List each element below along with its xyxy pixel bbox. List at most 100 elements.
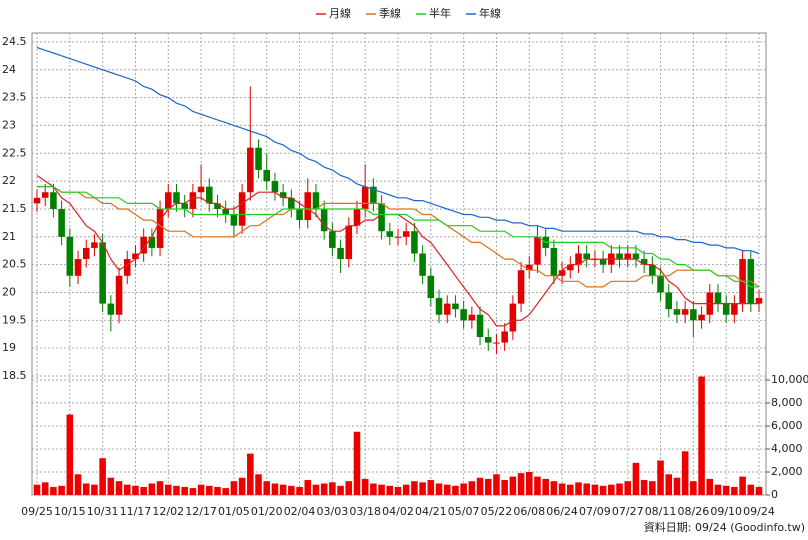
- x-tick-label: 07/09: [579, 505, 611, 518]
- volume-bar: [616, 483, 623, 495]
- candle-body: [312, 192, 320, 209]
- y2-tick-label: 0: [771, 488, 778, 501]
- volume-bar: [263, 481, 271, 495]
- volume-bar: [148, 483, 156, 495]
- legend-label: 半年: [429, 6, 451, 20]
- volume-bar: [460, 483, 467, 495]
- volume-bar: [575, 482, 582, 495]
- volume-bar: [673, 477, 681, 495]
- x-tick-label: 11/17: [120, 505, 152, 518]
- volume-bar: [558, 483, 566, 495]
- candle-body: [214, 203, 221, 209]
- candle-body: [115, 275, 123, 315]
- volume-bar: [181, 486, 188, 495]
- volume-bar: [411, 481, 418, 495]
- volume-bar: [657, 460, 664, 495]
- candle-body: [698, 314, 705, 321]
- candle-body: [148, 236, 156, 248]
- y-tick-label: 24.5: [2, 35, 27, 48]
- volume-bar: [361, 478, 369, 495]
- volume-bar: [370, 483, 377, 495]
- candle-body: [435, 298, 443, 315]
- volume-bar: [476, 477, 484, 495]
- volume-bar: [214, 486, 221, 495]
- volume-bar: [714, 484, 722, 495]
- x-tick-label: 02/04: [284, 505, 316, 518]
- x-tick-label: 06/08: [513, 505, 545, 518]
- volume-bar: [288, 485, 295, 495]
- x-tick-label: 06/24: [546, 505, 578, 518]
- candle-body: [353, 208, 361, 226]
- candle-body: [632, 253, 640, 260]
- y-tick-label: 21: [2, 230, 16, 243]
- volume-bar: [107, 477, 115, 495]
- legend-label: 季線: [379, 6, 401, 20]
- volume-bar: [419, 482, 426, 495]
- y-tick-label: 22.5: [2, 146, 27, 159]
- candle-body: [197, 186, 205, 193]
- volume-bar: [33, 484, 41, 495]
- candle-body: [82, 247, 90, 260]
- y2-tick-label: 2,000: [771, 465, 803, 478]
- volume-bar: [755, 486, 763, 495]
- x-tick-label: 10/15: [54, 505, 86, 518]
- volume-bar: [58, 485, 65, 495]
- candle-body: [247, 147, 254, 193]
- candle-body: [468, 314, 476, 321]
- candle-body: [419, 253, 426, 276]
- candle-body: [714, 292, 722, 304]
- footnote: 資料日期: 09/24 (Goodinfo.tw): [644, 520, 805, 534]
- volume-bar: [99, 458, 106, 495]
- candle-body: [288, 197, 295, 209]
- x-tick-label: 05/07: [448, 505, 480, 518]
- candle-body: [123, 259, 131, 276]
- ma-line: [37, 186, 759, 288]
- candle-body: [690, 309, 697, 321]
- x-tick-label: 04/02: [382, 505, 414, 518]
- plot-frame: [31, 32, 767, 496]
- x-tick-label: 09/10: [710, 505, 742, 518]
- y2-tick-label: 10,000: [771, 373, 808, 386]
- volume-bar: [230, 481, 238, 495]
- candle-body: [271, 181, 279, 193]
- volume-bar: [452, 485, 459, 495]
- candle-body: [41, 192, 49, 198]
- volume-bar: [41, 482, 49, 495]
- volume-bar: [238, 477, 246, 495]
- candle-body: [599, 259, 607, 265]
- candle-body: [567, 264, 574, 271]
- ma-line: [36, 46, 760, 255]
- candle-body: [525, 264, 533, 271]
- x-tick-label: 04/21: [415, 505, 447, 518]
- volume-bar: [739, 476, 746, 495]
- candle-body: [304, 192, 312, 221]
- volume-bar: [394, 486, 402, 495]
- volume-bar: [542, 478, 549, 495]
- y-tick-label: 19.5: [2, 313, 27, 326]
- legend-label: 年線: [479, 6, 501, 20]
- candle-body: [58, 208, 65, 237]
- volume-bar: [484, 478, 492, 495]
- volume-bar: [66, 414, 74, 495]
- volume-bar: [255, 474, 262, 495]
- candle-body: [460, 309, 467, 321]
- legend-label: 月線: [329, 6, 351, 20]
- candle-body: [222, 208, 229, 215]
- volume-bar: [123, 484, 131, 495]
- volume-bar: [665, 474, 673, 495]
- candle-body: [501, 331, 508, 343]
- volume-bar: [550, 481, 558, 495]
- volume-bar: [624, 481, 632, 495]
- x-tick-label: 03/03: [317, 505, 349, 518]
- volume-bar: [681, 451, 689, 495]
- candle-body: [345, 225, 353, 260]
- volume-bar: [82, 483, 90, 495]
- volume-bar: [583, 483, 590, 495]
- candle-body: [755, 298, 763, 304]
- volume-bar: [164, 484, 172, 495]
- candle-body: [50, 192, 57, 209]
- candle-body: [386, 231, 394, 237]
- candle-body: [296, 208, 303, 221]
- candle-body: [484, 337, 492, 343]
